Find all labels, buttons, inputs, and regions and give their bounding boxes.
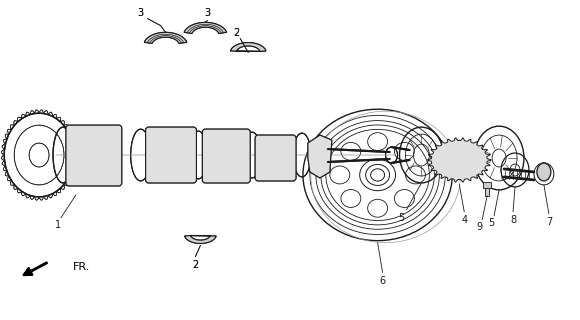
FancyBboxPatch shape [255, 135, 296, 181]
Text: 1: 1 [55, 220, 61, 230]
FancyBboxPatch shape [66, 125, 122, 186]
Polygon shape [427, 138, 491, 182]
FancyBboxPatch shape [202, 129, 250, 183]
FancyBboxPatch shape [202, 129, 250, 183]
Polygon shape [184, 236, 216, 244]
FancyBboxPatch shape [146, 127, 197, 183]
Text: FR.: FR. [73, 261, 90, 272]
Text: 2: 2 [193, 260, 198, 269]
FancyBboxPatch shape [66, 125, 122, 186]
Ellipse shape [537, 163, 551, 181]
Text: 3: 3 [204, 8, 211, 18]
FancyBboxPatch shape [146, 127, 197, 183]
Polygon shape [308, 135, 332, 178]
Polygon shape [144, 32, 187, 44]
Text: 3: 3 [137, 8, 144, 18]
FancyBboxPatch shape [255, 135, 296, 181]
Text: 8: 8 [510, 215, 516, 225]
Polygon shape [184, 236, 216, 244]
Text: 2: 2 [193, 260, 198, 269]
Text: 9: 9 [476, 222, 482, 232]
Bar [485, 188, 489, 196]
Ellipse shape [97, 136, 115, 160]
Ellipse shape [226, 138, 244, 162]
Ellipse shape [226, 138, 244, 162]
Polygon shape [144, 32, 187, 44]
Text: 7: 7 [546, 217, 552, 227]
Text: 3: 3 [204, 8, 211, 18]
Text: 2: 2 [233, 28, 240, 37]
Polygon shape [230, 43, 266, 52]
Text: 2: 2 [233, 28, 240, 37]
Text: 3: 3 [137, 8, 144, 18]
Polygon shape [308, 135, 332, 178]
Polygon shape [230, 43, 266, 52]
Text: 6: 6 [379, 276, 386, 286]
Text: 5: 5 [488, 218, 494, 228]
Polygon shape [184, 22, 227, 34]
Ellipse shape [172, 140, 190, 164]
Ellipse shape [172, 140, 190, 164]
Bar [483, 182, 491, 188]
Polygon shape [184, 22, 227, 34]
Text: 4: 4 [461, 215, 467, 225]
Ellipse shape [97, 136, 115, 160]
Text: 5: 5 [398, 213, 405, 223]
